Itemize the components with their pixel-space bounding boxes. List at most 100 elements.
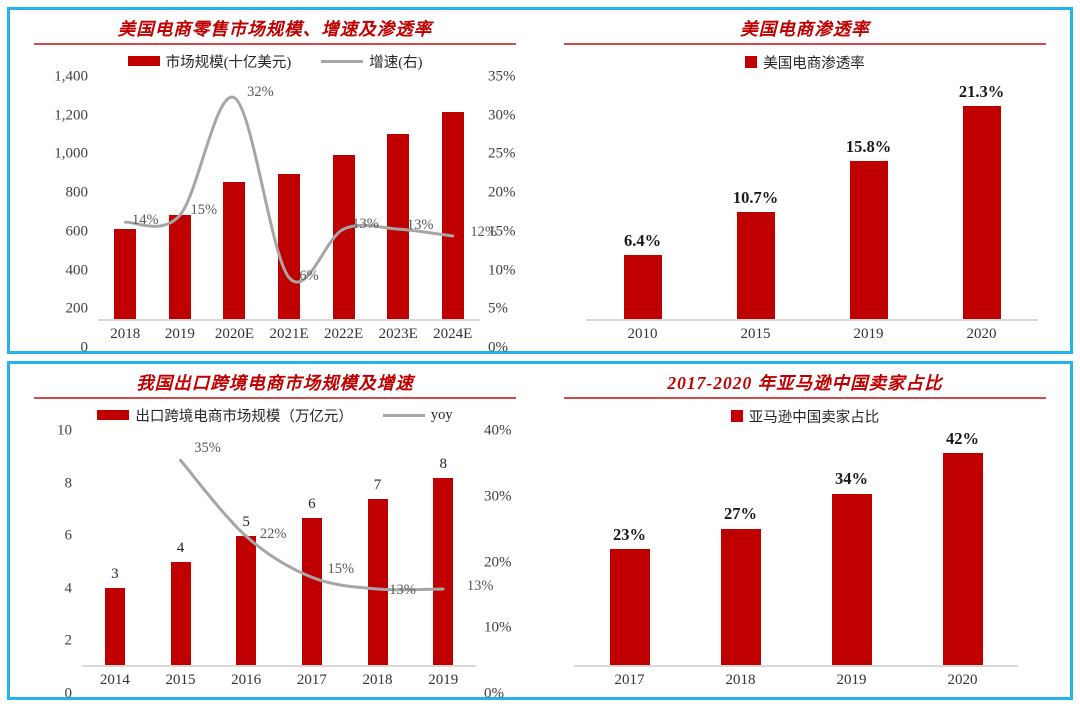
x-axis-label: 2018 [725,672,756,688]
bar-value-label: 3 [111,565,119,582]
legend-label: 亚马逊中国卖家占比 [748,409,880,426]
y-axis-tick: 10 [57,422,72,439]
line-value-label: 15% [190,202,218,219]
line-swatch-icon [382,413,425,417]
x-axis-label: 2023E [378,326,418,342]
bottom-chart-panel: 我国出口跨境电商市场规模及增速 出口跨境电商市场规模（万亿元） yoy 10 8 6 4… [7,361,1073,701]
bar-2024E [441,111,464,319]
bar-2019 [433,477,454,665]
legend-label: 增速(右) [369,54,423,71]
y-axis-tick: 0% [488,339,508,356]
plot-row: 23% 27% 34% 42% 2017 2018 2019 2020 [550,428,1060,694]
bar-swatch-icon [730,410,743,422]
line-value-label: 13% [406,216,434,233]
y-axis-tick: 20% [488,184,516,201]
x-axis-label: 2015 [740,326,771,342]
right-y-axis: 40% 30% 20% 10% 0% [476,423,530,701]
x-axis-label: 2020 [966,326,997,342]
bar-slot [207,77,262,319]
bar-slot: 27% [685,433,796,665]
line-swatch-icon [321,59,364,63]
y-axis-tick: 0 [64,685,73,702]
chart-title: 美国电商渗透率 [740,19,870,39]
chart-title: 美国电商零售市场规模、增速及渗透率 [117,19,433,39]
bar-swatch-icon [745,56,758,68]
legend-item: yoy [382,407,453,424]
y-axis-tick: 30% [484,488,512,505]
bar-slot: 3 [82,431,148,665]
bar-2014 [104,587,125,665]
y-axis-tick: 600 [65,223,89,240]
x-axis-label: 2020 [947,672,978,688]
bar-slot: 23% [574,433,685,665]
y-axis-tick: 5% [488,300,508,317]
x-axis: 2017 2018 2019 2020 [574,667,1018,694]
plot-area: 3 4 5 6 7 8 35% 22% 15% 13% 13% [82,431,493,667]
bar-slot: 15.8% [812,79,925,319]
x-axis-label: 2019 [164,326,195,342]
x-axis-label: 2019 [853,326,884,342]
y-axis-tick: 800 [65,184,89,201]
legend-label: 美国电商渗透率 [763,55,865,72]
bar-slot [425,77,480,319]
x-axis-label: 2017 [614,672,645,688]
bar-slot: 21.3% [925,79,1038,319]
line-value-label: 13% [389,581,416,598]
x-axis-label: 2019 [836,672,867,688]
y-axis-tick: 1,200 [54,107,88,124]
bar-slot: 6.4% [586,79,699,319]
x-axis: 2010 2015 2019 2020 [586,321,1038,348]
x-axis-label: 2019 [428,672,459,688]
bar-slot: 10.7% [699,79,812,319]
right-y-axis: 35% 30% 25% 20% 15% 10% 5% 0% [480,69,530,355]
legend-label: 市场规模(十亿美元) [165,54,292,71]
x-axis-label: 2017 [296,672,327,688]
plot-area: 23% 27% 34% 42% [574,428,1018,667]
plot-row: 10 8 6 4 2 0 3 4 5 6 7 8 35% 22% 15% 13% 13% 2014 2015 20… [20,423,530,701]
y-axis-tick: 0 [80,339,89,356]
y-axis-tick: 4 [64,580,73,597]
bar-2020 [942,453,983,665]
legend-item: 增速(右) [321,51,422,72]
bar-2018 [114,229,137,319]
bar-value-label: 27% [724,504,757,524]
y-axis-tick: 35% [488,68,516,85]
bar-slot: 8 [410,431,476,665]
y-axis-tick: 2 [64,632,73,649]
title-underline [564,397,1046,399]
y-axis-tick: 8 [64,475,73,492]
bar-value-label: 34% [835,469,868,489]
bar-value-label: 23% [613,524,646,544]
plot-area: 14% 15% 32% 6% 13% 13% 12% [98,77,497,321]
bar-value-label: 7 [373,476,382,493]
x-axis-label: 2016 [231,672,262,688]
bar-2018 [367,498,388,665]
line-value-label: 32% [247,83,274,100]
line-value-label: 13% [352,215,379,232]
legend-item: 出口跨境电商市场规模（万亿元） [97,405,353,426]
bar-2015 [736,212,775,319]
chart-china-crossborder-export-ecommerce: 我国出口跨境电商市场规模及增速 出口跨境电商市场规模（万亿元） yoy 10 8 6 4… [10,364,540,701]
bar-2020 [962,106,1001,319]
bar-value-label: 21.3% [958,81,1005,101]
bar-slot [153,77,208,319]
x-axis-label: 2018 [362,672,393,688]
y-axis-tick: 40% [484,422,512,439]
bar-2020E [223,182,246,319]
bar-2023E [387,134,410,319]
bar-slot [316,77,371,319]
bar-value-label: 5 [242,514,250,531]
bar-value-label: 4 [176,540,185,557]
bar-slot [371,77,426,319]
bar-slot: 42% [907,428,1018,665]
x-axis-label: 2021E [269,326,309,342]
y-axis-tick: 25% [488,145,516,162]
bar-2016 [236,536,257,665]
y-axis-tick: 200 [65,300,89,317]
title-underline [34,43,516,45]
chart-legend: 美国电商渗透率 [550,45,1060,79]
x-axis-label: 2015 [165,672,196,688]
top-chart-panel: 美国电商零售市场规模、增速及渗透率 市场规模(十亿美元) 增速(右) 1,400 1… [7,7,1073,356]
y-axis-tick: 0% [484,685,504,702]
bar-value-label: 42% [946,428,979,448]
